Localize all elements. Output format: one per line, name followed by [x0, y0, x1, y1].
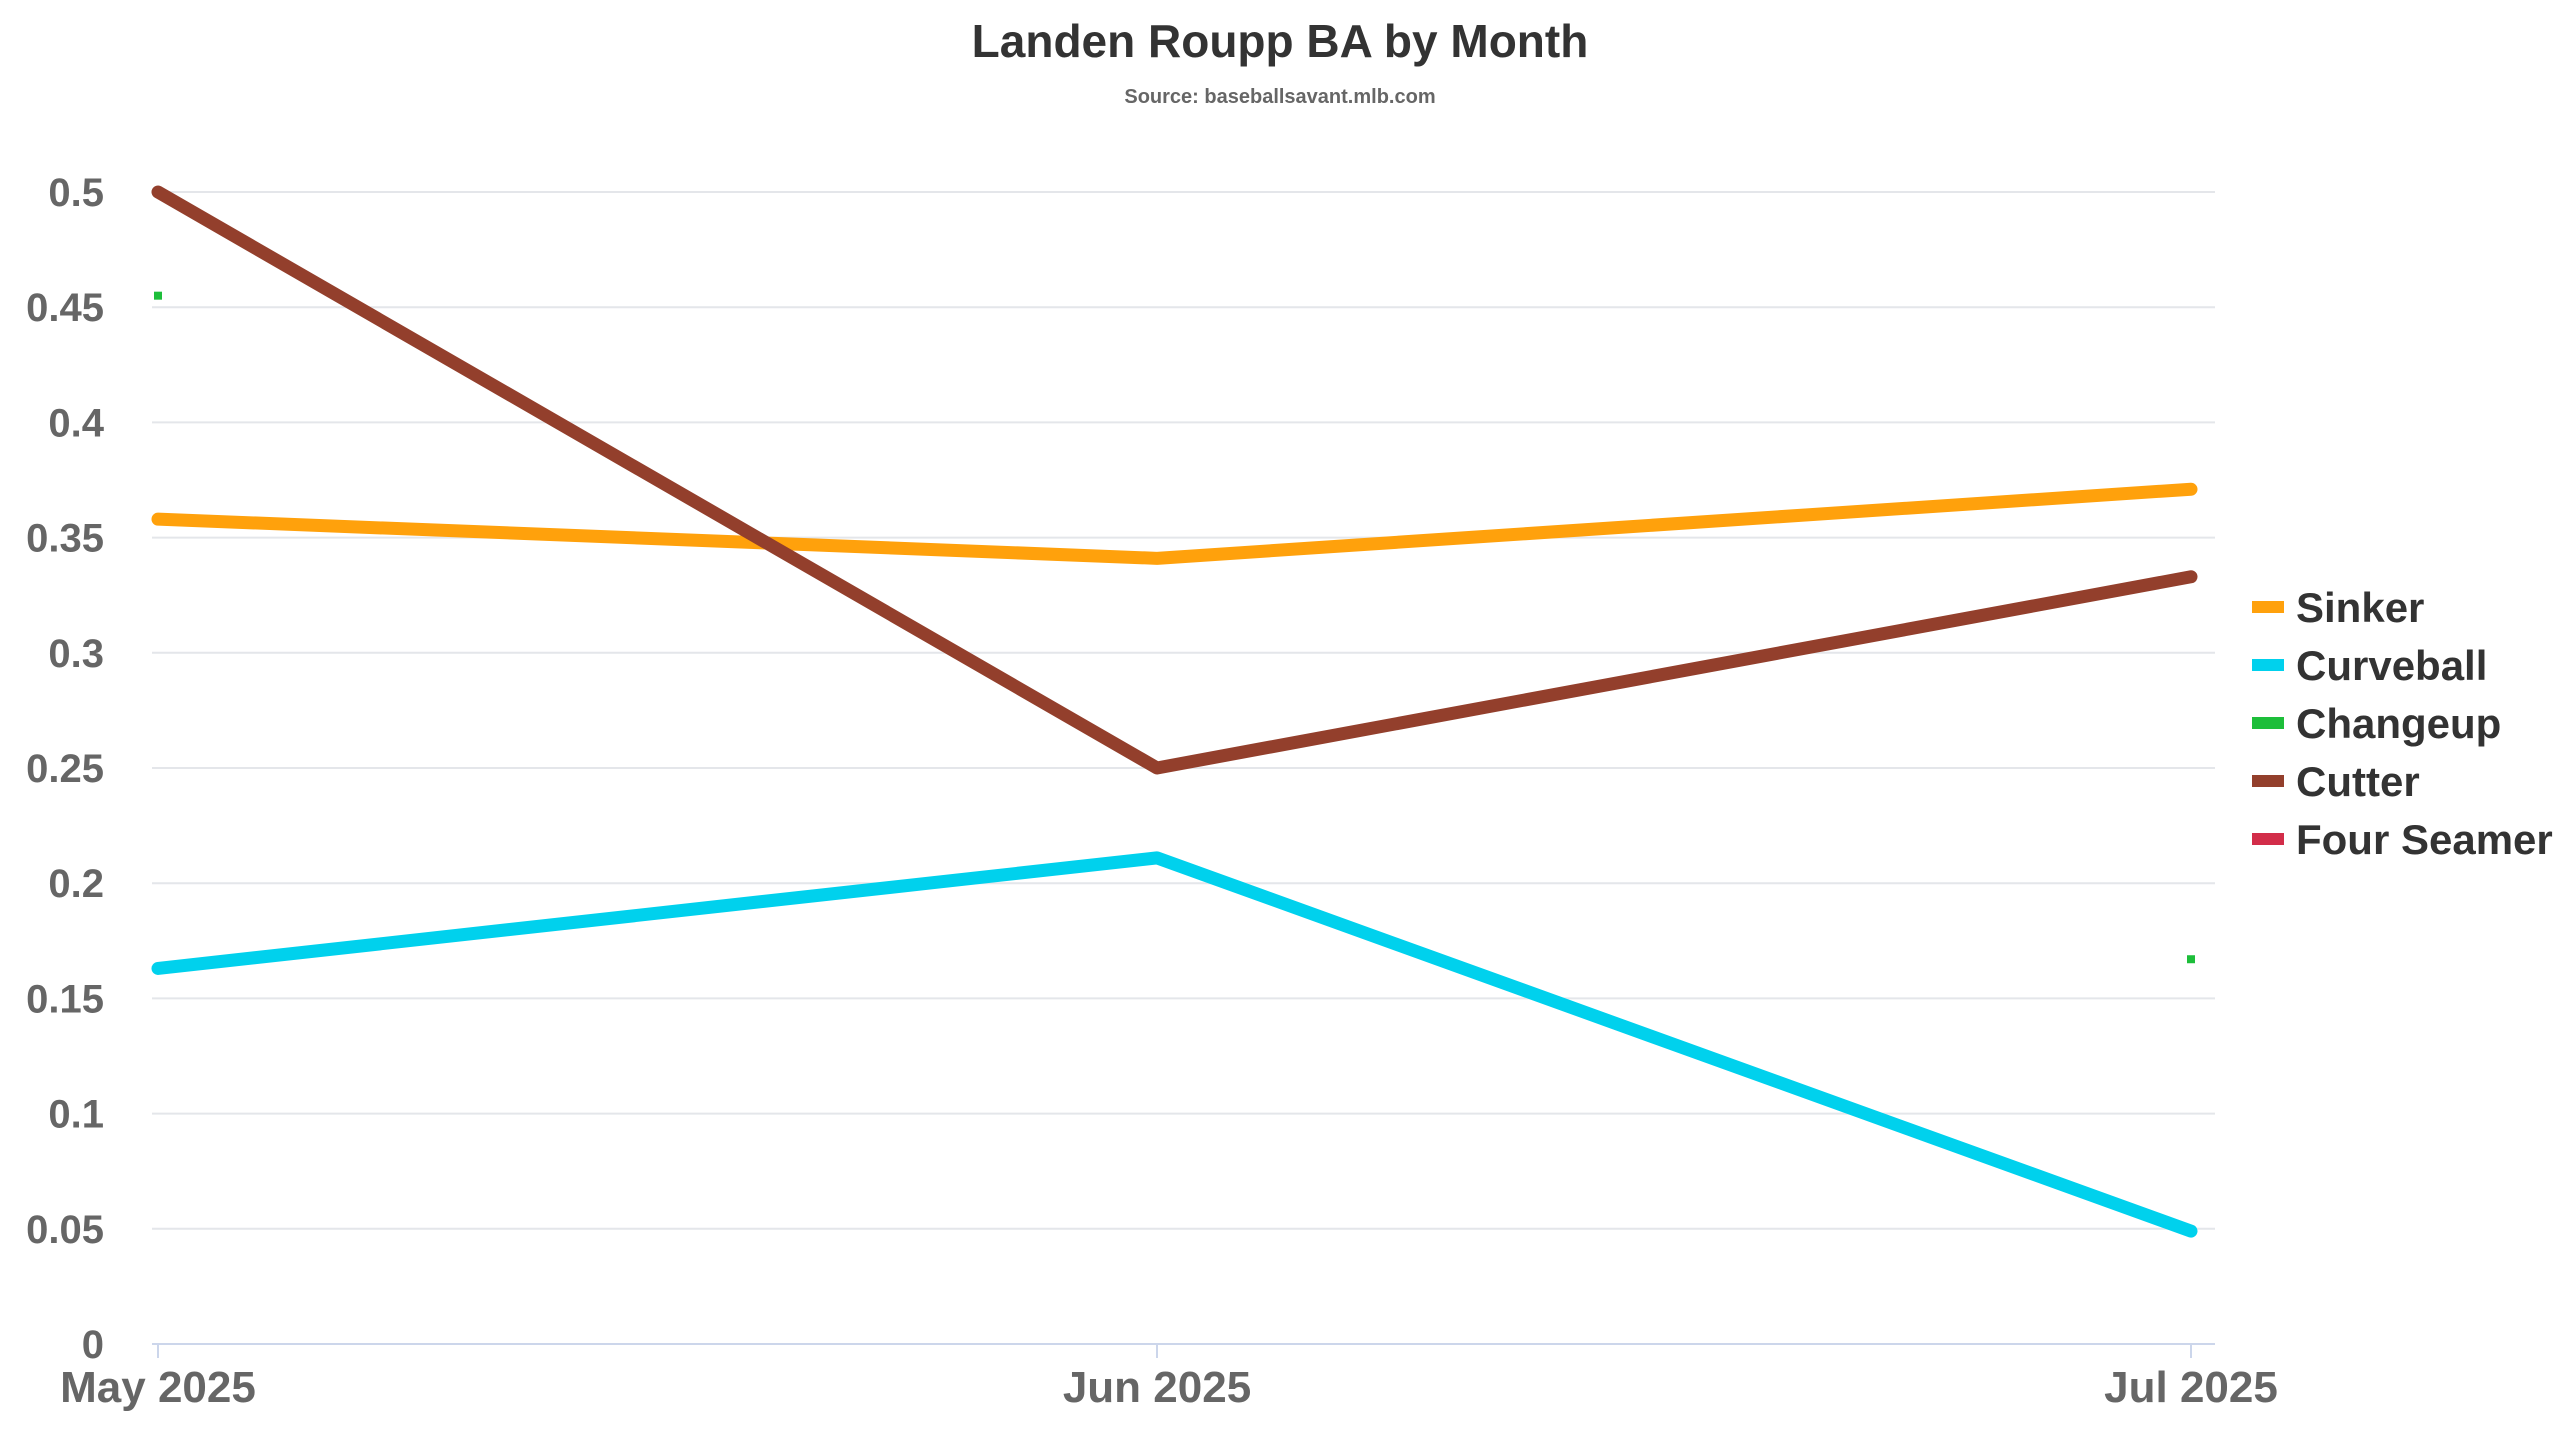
- y-tick-label: 0.3: [48, 632, 104, 676]
- legend-item-changeup[interactable]: Changeup: [2252, 700, 2501, 747]
- x-tick-label: May 2025: [60, 1363, 256, 1412]
- data-point-changeup: [154, 291, 162, 300]
- data-point-changeup: [2187, 955, 2195, 964]
- y-tick-label: 0.15: [26, 977, 104, 1021]
- chart-subtitle: Source: baseballsavant.mlb.com: [1124, 86, 1436, 108]
- legend-swatch: [2252, 775, 2284, 787]
- y-tick-label: 0.25: [26, 747, 104, 791]
- y-tick-label: 0.45: [26, 286, 104, 330]
- legend-swatch: [2252, 717, 2284, 729]
- y-tick-label: 0.05: [26, 1208, 104, 1252]
- legend-swatch: [2252, 601, 2284, 613]
- legend-label: Sinker: [2296, 584, 2424, 631]
- x-tick-label: Jun 2025: [1063, 1363, 1251, 1412]
- legend-item-cutter[interactable]: Cutter: [2252, 758, 2420, 805]
- y-tick-label: 0.35: [26, 517, 104, 561]
- series-line-curveball: [151, 851, 2198, 1238]
- series-line-sinker: [151, 482, 2198, 565]
- y-tick-label: 0.5: [48, 171, 104, 215]
- y-tick-label: 0.2: [48, 862, 104, 906]
- chart-title: Landen Roupp BA by Month: [971, 15, 1589, 67]
- x-tick-label: Jul 2025: [2104, 1363, 2278, 1412]
- y-tick-label: 0.4: [48, 401, 104, 445]
- legend-item-sinker[interactable]: Sinker: [2252, 584, 2424, 631]
- y-tick-label: 0.1: [48, 1093, 104, 1137]
- legend-item-curveball[interactable]: Curveball: [2252, 642, 2487, 689]
- series-line-cutter: [151, 185, 2198, 775]
- y-tick-label: 0: [82, 1323, 104, 1367]
- legend-label: Cutter: [2296, 758, 2420, 805]
- legend-swatch: [2252, 659, 2284, 671]
- legend-label: Changeup: [2296, 700, 2501, 747]
- legend-label: Four Seamer: [2296, 816, 2553, 863]
- legend-item-four-seamer[interactable]: Four Seamer: [2252, 816, 2553, 863]
- legend-label: Curveball: [2296, 642, 2487, 689]
- legend-swatch: [2252, 833, 2284, 845]
